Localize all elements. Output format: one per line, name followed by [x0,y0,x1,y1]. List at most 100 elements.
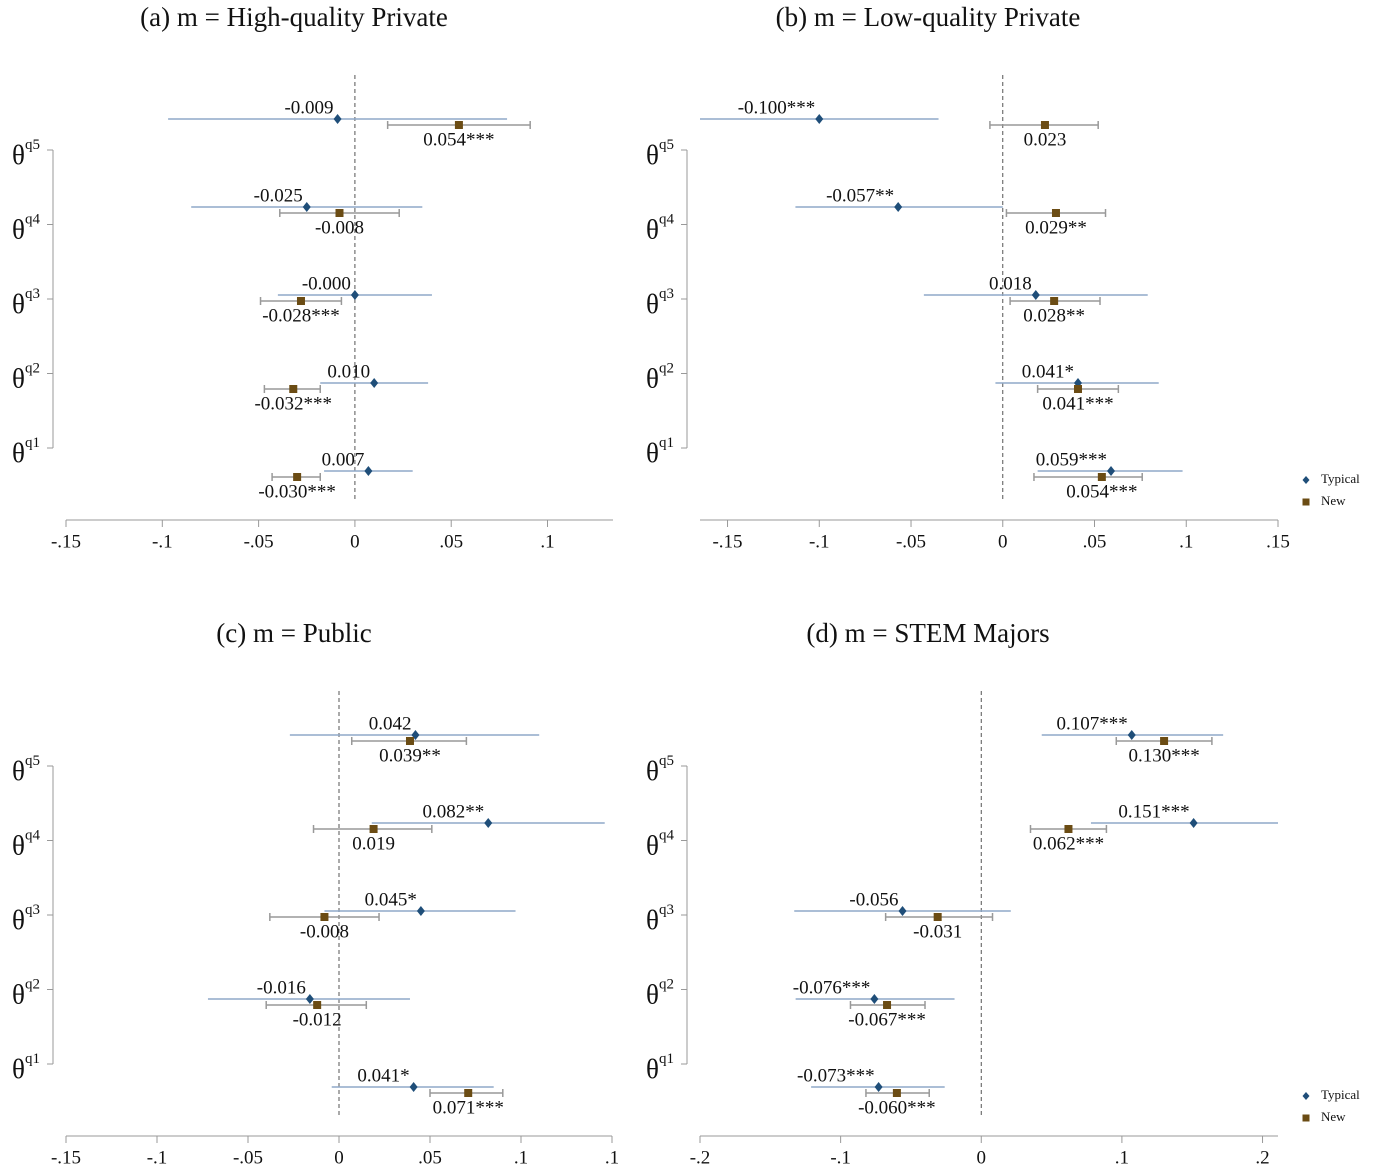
value-label: -0.031 [913,921,962,942]
category-superscript: q3 [659,902,674,918]
x-tick-label: -.15 [51,531,81,552]
value-label: -0.009 [284,97,333,118]
category-superscript: q3 [659,286,674,302]
point-marker [335,209,344,217]
point-marker [892,1089,901,1097]
value-label: -0.030*** [258,481,336,502]
x-tick-label: -.1 [830,1147,851,1168]
value-label: -0.016 [257,977,306,998]
y-tick-label: θq4 [12,212,40,245]
y-tick-label: θq3 [12,902,40,935]
value-label: -0.056 [849,889,898,910]
y-tick-label: θq3 [646,902,674,935]
category-superscript: q5 [659,753,674,769]
value-label: -0.000 [302,273,351,294]
legend-label: Typical [1321,471,1360,486]
y-tick-label: θq2 [12,977,40,1010]
panel-title: (b) m = Low-quality Private [776,2,1081,32]
point-marker [350,290,359,300]
point-marker [1107,466,1116,476]
point-marker [305,994,314,1004]
x-tick-label: -.05 [896,531,926,552]
value-label: -0.067*** [848,1009,926,1030]
y-tick-label: θq4 [646,212,674,245]
category-superscript: q2 [659,977,674,993]
point-marker [464,1089,473,1097]
category-symbol: θ [646,364,659,394]
x-tick-label: 0 [350,531,360,552]
legend-label: New [1321,1109,1346,1124]
category-superscript: q5 [659,137,674,153]
category-symbol: θ [12,756,25,786]
point-marker [1160,737,1169,745]
x-tick-label: -.05 [244,531,274,552]
value-label: 0.041* [1022,361,1074,382]
x-tick-label: .1 [1115,1147,1129,1168]
legend-marker [1302,498,1310,506]
value-label: -0.008 [315,217,364,238]
x-tick-label: .15 [1266,531,1290,552]
category-symbol: θ [12,1054,25,1084]
value-label: 0.130*** [1128,745,1199,766]
category-symbol: θ [646,905,659,935]
value-label: -0.100*** [738,97,816,118]
panel: (d) m = STEM Majors-.2 -.1 0.1.2θq5θq4θq3θ… [646,618,1360,1168]
point-marker [484,818,493,828]
category-superscript: q5 [25,137,40,153]
value-label: -0.028*** [262,305,340,326]
point-marker [870,994,879,1004]
category-superscript: q4 [25,212,41,228]
y-tick-label: θq5 [12,137,40,170]
point-marker [883,1001,892,1009]
category-symbol: θ [12,364,25,394]
category-superscript: q2 [25,977,40,993]
point-marker [364,466,373,476]
value-label: 0.041* [357,1065,409,1086]
legend-marker [1302,1114,1310,1122]
point-marker [293,473,302,481]
category-symbol: θ [646,1054,659,1084]
category-symbol: θ [646,215,659,245]
x-tick-label: -.1 [809,531,830,552]
y-tick-label: θq1 [12,1051,40,1084]
value-label: 0.029** [1025,217,1087,238]
value-label: -0.012 [293,1009,342,1030]
point-marker [416,906,425,916]
legend-marker [1302,476,1310,484]
value-label: 0.039** [379,745,441,766]
y-tick-label: θq1 [12,435,40,468]
category-superscript: q1 [659,435,674,451]
point-marker [898,906,907,916]
category-symbol: θ [646,980,659,1010]
x-tick-label: .1 [1179,531,1193,552]
value-label: 0.107*** [1056,713,1127,734]
point-marker [454,121,463,129]
point-marker [815,114,824,124]
panel-title: (a) m = High-quality Private [140,2,448,32]
value-label: 0.054*** [1066,481,1137,502]
y-tick-label: θq4 [646,828,674,861]
panel: (b) m = Low-quality Private -.15 -.1 -.05 0.… [646,2,1360,552]
value-label: -0.008 [300,921,349,942]
category-superscript: q1 [25,1051,40,1067]
category-superscript: q3 [25,286,40,302]
value-label: 0.071*** [433,1097,504,1118]
point-marker [302,202,311,212]
point-marker [320,913,329,921]
x-tick-label: .05 [1083,531,1107,552]
category-symbol: θ [646,756,659,786]
category-symbol: θ [12,289,25,319]
category-symbol: θ [12,831,25,861]
value-label: -0.057** [826,185,894,206]
point-marker [894,202,903,212]
category-superscript: q4 [659,212,675,228]
point-marker [1040,121,1049,129]
category-symbol: θ [12,905,25,935]
x-tick-label: -.15 [712,531,742,552]
category-superscript: q5 [25,753,40,769]
y-tick-label: θq2 [646,977,674,1010]
panel: (c) m = Public-.15 -.1 -.05 0.05.1.1θq5θq4θ… [12,618,619,1168]
y-tick-label: θq5 [646,137,674,170]
point-marker [296,297,305,305]
x-tick-label: .05 [439,531,463,552]
